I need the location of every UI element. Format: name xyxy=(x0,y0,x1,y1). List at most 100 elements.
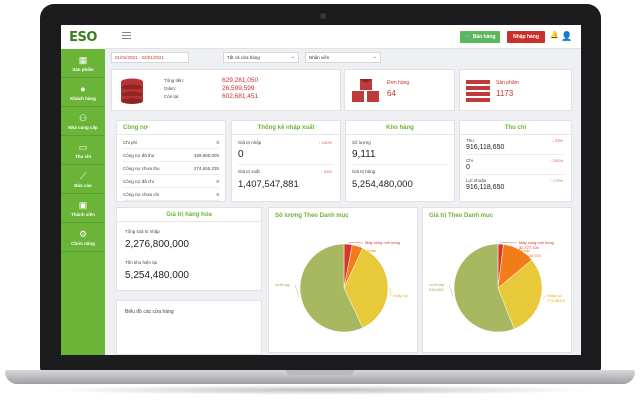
stock-label: Tồn kho hiện tại xyxy=(125,260,158,265)
debt-row-label: Công nợ chưa thu xyxy=(123,166,160,171)
divider xyxy=(352,164,448,165)
pie-label-line-0 xyxy=(348,242,364,244)
sidebar-item-label: Báo cáo xyxy=(74,182,92,188)
pie-label-1: Khác xyxy=(521,248,530,253)
pie-label-3: vướt lạp xyxy=(429,282,445,287)
debt-row-label: Công nợ đã chi xyxy=(123,179,154,184)
users-icon: ⚇ xyxy=(78,112,88,123)
pie-label-line-1 xyxy=(518,247,521,252)
chevron-down-icon: ⌄ xyxy=(290,54,295,60)
divider xyxy=(238,164,334,165)
orders-label: Đơn hàng xyxy=(387,80,410,86)
avatar[interactable]: 👤 xyxy=(561,29,573,43)
sidebar-item-5[interactable]: ▣ Thành viên xyxy=(61,194,105,223)
debt-row: Chi phí 0 xyxy=(123,137,219,149)
profit-value: 916,118,650 xyxy=(466,184,505,191)
warehouse-card: Kho hàng Số lượng 9,111 Giá trị hàng 5,2… xyxy=(345,120,455,202)
boxes-icon xyxy=(352,79,379,102)
user-avatar-icon: 👤 xyxy=(561,30,573,41)
import-button[interactable]: Nhập hàng xyxy=(507,31,545,43)
money-icon: ▭ xyxy=(78,141,88,152)
products-label: Sản phẩm xyxy=(496,80,519,86)
sidebar-item-3[interactable]: ▭ Thu chi xyxy=(61,136,105,165)
import-value: 0 xyxy=(238,149,244,160)
divider xyxy=(466,174,565,175)
cogs-icon: ⚙ xyxy=(78,228,88,239)
debt-row-value: 329,860,000 xyxy=(193,153,219,158)
sidebar-item-2[interactable]: ⚇ Nhà cung cấp xyxy=(61,107,105,136)
qty-by-category-card: Số lượng Theo Danh mục Máy xông mũi họng… xyxy=(268,207,418,353)
sidebar-item-label: Thu chi xyxy=(75,153,91,159)
pie1-title: Số lượng Theo Danh mục xyxy=(275,213,349,219)
pie-chart-value: Máy xông mũi họng32,727,100Khác69,428,60… xyxy=(429,240,566,333)
bell-icon[interactable]: 🔔 xyxy=(550,32,559,39)
warehouse-value-label: Giá trị hàng xyxy=(352,169,376,174)
total-value: 629,281,050 xyxy=(222,77,259,84)
discount-label: Giảm: xyxy=(164,86,177,91)
pie-label-line-3 xyxy=(294,284,300,299)
goods-value-card: Giá trị hàng hóa Tổng Giá trị nhập 2,276… xyxy=(116,207,262,291)
total-import-value: 2,276,800,000 xyxy=(125,239,189,250)
pie-slice-3[interactable] xyxy=(299,243,364,333)
sidebar-item-1[interactable]: ● Khách hàng xyxy=(61,78,105,107)
debt-card: Công nợ Chi phí 0 Công nợ đã thu 329,860,00… xyxy=(116,120,226,202)
products-value: 1173 xyxy=(496,89,514,98)
pie-chart-quantity: Máy xông mũi họng Khác Nhập số vướt lạp xyxy=(275,240,409,333)
logo[interactable]: ESO xyxy=(61,25,105,49)
discount-value: 26,599,599 xyxy=(222,85,255,92)
pie-slice-3[interactable] xyxy=(453,243,515,333)
pie-data-label-3: 546,508 xyxy=(429,287,444,292)
top-bar: 🛒 Bán hàng Nhập hàng 🔔 👤 xyxy=(105,25,581,49)
export-change: ↓ 63% xyxy=(320,169,332,174)
warehouse-qty-label: Số lượng xyxy=(352,140,371,145)
divider xyxy=(466,154,565,155)
cart-icon: 🛒 xyxy=(464,34,471,40)
staff-select[interactable]: Nhân viên ⌄ xyxy=(305,52,381,63)
remaining-label: Còn lại: xyxy=(164,94,180,99)
debt-row: Công nợ chưa chi 0 xyxy=(123,189,219,201)
export-value-label: Giá trị xuất xyxy=(238,169,260,174)
pie2-title: Giá trị Theo Danh mục xyxy=(429,213,494,219)
sidebar-item-6[interactable]: ⚙ Chức năng xyxy=(61,223,105,252)
camera-icon xyxy=(320,13,326,19)
pie-label-line-3 xyxy=(448,284,454,297)
pie-label-0: Máy xông mũi họng xyxy=(365,240,400,245)
income-label: Thu xyxy=(466,138,474,143)
sell-button[interactable]: 🛒 Bán hàng xyxy=(460,31,500,43)
stock-value: 5,254,480,000 xyxy=(125,270,189,281)
pie-data-label-2: 175,383,6 xyxy=(547,298,566,303)
sidebar-item-label: Chức năng xyxy=(71,240,95,246)
remaining-value: 602,681,451 xyxy=(222,93,259,100)
profit-change: ↑ 175% xyxy=(549,178,563,183)
box-icon: ▦ xyxy=(78,54,88,65)
store-select[interactable]: Tất cả cửa hàng ⌄ xyxy=(223,52,299,63)
income-value: 916,118,650 xyxy=(466,144,505,151)
goods-value-title: Giá trị hàng hóa xyxy=(117,208,261,222)
pie-slice-2[interactable] xyxy=(343,247,389,329)
pie-label-1: Khác xyxy=(367,248,376,253)
laptop-notch xyxy=(286,370,354,375)
pie-slice-2[interactable] xyxy=(497,259,543,330)
debt-row-label: Công nợ đã thu xyxy=(123,153,155,158)
warehouse-title: Kho hàng xyxy=(346,121,454,135)
debt-row-value: 274,655,235 xyxy=(193,166,219,171)
products-card: Sản phẩm 1173 xyxy=(459,69,572,111)
orders-value: 64 xyxy=(387,89,396,98)
expense-label: Chi xyxy=(466,158,473,163)
store-select-value: Tất cả cửa hàng xyxy=(227,55,260,60)
sidebar-item-4[interactable]: ⟋ Báo cáo xyxy=(61,165,105,194)
sidebar-item-0[interactable]: ▦ Sản phẩm xyxy=(61,49,105,78)
pie-label-line-2 xyxy=(389,287,392,297)
debt-row: Công nợ đã chi 0 xyxy=(123,176,219,188)
debt-row-value: 0 xyxy=(216,192,219,197)
orders-card: Đơn hàng 64 xyxy=(344,69,455,111)
sidebar-item-label: Khách hàng xyxy=(70,95,96,101)
cashflow-title: Thu chi xyxy=(460,121,571,135)
debt-row: Công nợ chưa thu 274,655,235 xyxy=(123,163,219,175)
chart-line-icon: ⟋ xyxy=(79,170,87,181)
pie-label-line-2 xyxy=(542,295,546,300)
date-range-picker[interactable]: 01/01/2021 - 22/01/2021 xyxy=(111,52,189,63)
profit-label: Lợi nhuận xyxy=(466,178,487,183)
menu-icon[interactable] xyxy=(122,32,131,39)
date-range-value: 01/01/2021 - 22/01/2021 xyxy=(115,55,165,60)
